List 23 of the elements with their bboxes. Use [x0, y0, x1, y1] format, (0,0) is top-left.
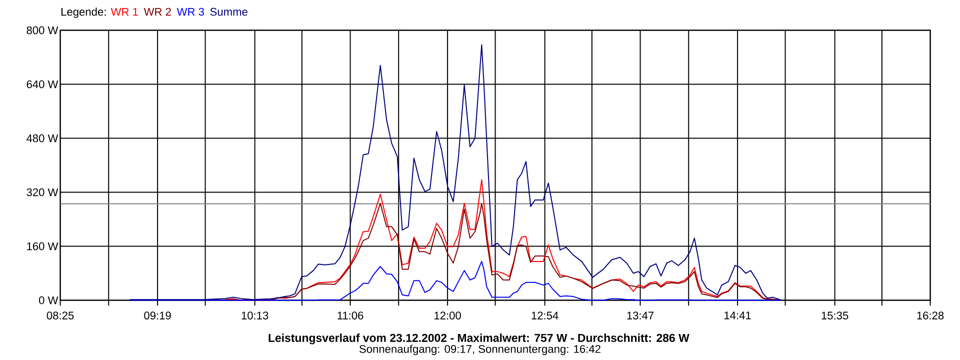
text: WR 1: [110, 8, 138, 16]
y-tick-label: 640 W: [26, 80, 58, 88]
x-tick-label: 13:47: [627, 312, 654, 320]
y-tick-label: 0 W: [39, 296, 58, 304]
y-tick-label: 480 W: [26, 134, 58, 142]
text: WR 2: [144, 8, 171, 16]
text: Summe: [210, 8, 248, 16]
x-tick-label: 12:54: [532, 312, 558, 320]
x-tick-label: 11:06: [338, 312, 364, 320]
x-tick-label: 08:25: [46, 312, 74, 320]
x-tick-label: 10:13: [242, 312, 268, 320]
x-tick-label: 09:19: [144, 312, 171, 320]
text: WR 3: [176, 8, 204, 16]
x-tick-label: 15:35: [822, 312, 848, 320]
legend-title: Legende:: [61, 8, 106, 18]
y-tick-label: 160 W: [27, 242, 58, 250]
x-tick-label: 12:00: [434, 312, 461, 320]
x-tick-label: 14:41: [724, 312, 751, 320]
text: Leistungsverlauf vom 23.12.2002 - Maximalwert: 757 W - Durchschnitt: 286 W: [268, 334, 690, 344]
y-tick-label: 800 W: [26, 26, 58, 34]
x-tick-label: 16:28: [917, 312, 944, 320]
y-tick-label: 320 W: [26, 188, 58, 196]
text: Sonnenaufgang: 09:17, Sonnenuntergang: 16:42: [359, 344, 600, 356]
